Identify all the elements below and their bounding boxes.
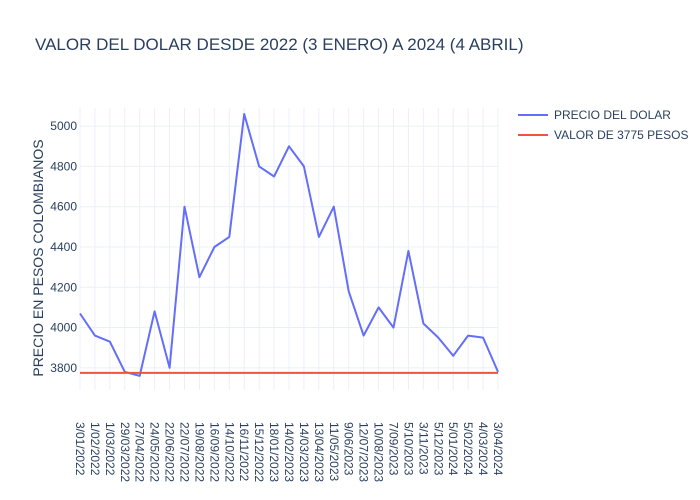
x-tick-label: 7/09/2023 bbox=[387, 422, 401, 476]
grid bbox=[79, 108, 499, 390]
x-tick-label: 5/10/2023 bbox=[401, 422, 415, 476]
x-tick-label: 5/12/2023 bbox=[431, 422, 445, 476]
y-axis-label: PRECIO EN PESOS COLOMBIANOS bbox=[30, 139, 46, 376]
x-tick-label: 15/12/2022 bbox=[252, 422, 266, 482]
x-tick-label: 1/02/2022 bbox=[88, 422, 102, 476]
x-tick-label: 13/04/2023 bbox=[312, 422, 326, 482]
chart-title: VALOR DEL DOLAR DESDE 2022 (3 ENERO) A 2… bbox=[35, 35, 523, 54]
x-tick-label: 9/06/2023 bbox=[342, 422, 356, 476]
legend-label: VALOR DE 3775 PESOS bbox=[554, 128, 689, 142]
x-tick-label: 5/01/2024 bbox=[446, 422, 460, 476]
legend-label: PRECIO DEL DOLAR bbox=[554, 108, 671, 122]
series-line-1 bbox=[79, 113, 499, 377]
x-tick-label: 19/08/2022 bbox=[192, 422, 206, 482]
x-tick-label: 5/02/2024 bbox=[461, 422, 475, 476]
x-tick-label: 27/04/2022 bbox=[133, 422, 147, 482]
x-tick-label: 16/09/2022 bbox=[207, 422, 221, 482]
x-tick-label: 3/04/2024 bbox=[491, 422, 505, 476]
y-tick-label: 5000 bbox=[50, 119, 77, 133]
y-tick-label: 4000 bbox=[50, 321, 77, 335]
x-tick-label: 14/02/2023 bbox=[282, 422, 296, 482]
y-tick-label: 4200 bbox=[50, 280, 77, 294]
x-tick-label: 29/03/2022 bbox=[118, 422, 132, 482]
y-tick-label: 4400 bbox=[50, 240, 77, 254]
series-group bbox=[79, 113, 499, 377]
x-tick-label: 16/11/2022 bbox=[237, 422, 251, 481]
y-tick-label: 3800 bbox=[50, 361, 77, 375]
x-tick-label: 4/03/2024 bbox=[476, 422, 490, 476]
x-tick-label: 14/10/2022 bbox=[222, 422, 236, 482]
x-tick-label: 10/08/2023 bbox=[372, 422, 386, 482]
x-tick-label: 1/03/2022 bbox=[103, 422, 117, 476]
legend: PRECIO DEL DOLAR VALOR DE 3775 PESOS bbox=[518, 108, 689, 142]
x-tick-label: 22/07/2022 bbox=[178, 422, 192, 482]
x-axis: 3/01/2022 1/02/2022 1/03/2022 29/03/2022 27/… bbox=[73, 422, 505, 482]
x-tick-label: 3/01/2022 bbox=[73, 422, 87, 476]
x-tick-label: 3/11/2023 bbox=[416, 422, 430, 475]
x-tick-label: 22/06/2022 bbox=[163, 422, 177, 482]
y-axis: 3800 4000 4200 4400 4600 4800 5000 bbox=[50, 119, 77, 375]
x-tick-label: 14/03/2023 bbox=[297, 422, 311, 482]
y-tick-label: 4600 bbox=[50, 200, 77, 214]
x-tick-label: 24/05/2022 bbox=[148, 422, 162, 482]
x-tick-label: 12/07/2023 bbox=[357, 422, 371, 482]
x-tick-label: 18/01/2023 bbox=[267, 422, 281, 482]
y-tick-label: 4800 bbox=[50, 159, 77, 173]
x-tick-label: 11/05/2023 bbox=[327, 422, 341, 481]
